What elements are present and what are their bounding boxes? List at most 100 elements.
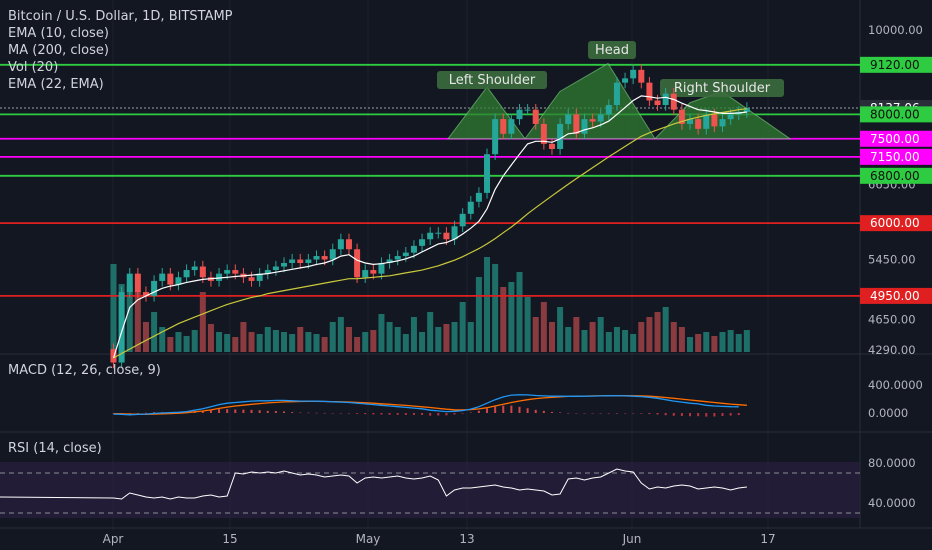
macd-histogram-bar [729,413,732,416]
macd-histogram-bar [364,413,367,415]
candle [727,114,734,120]
volume-bar [151,312,158,352]
macd-histogram-bar [705,413,708,417]
candle [711,114,718,127]
macd-histogram-bar [128,413,131,414]
candle [516,109,523,120]
macd-histogram-bar [250,409,253,413]
price-level-label: 7150.00 [870,150,920,164]
ma200-line [113,108,747,359]
macd-histogram-bar [283,411,286,413]
candle [232,270,239,274]
macd-line [113,394,739,416]
date-tick-label: 17 [760,532,775,546]
volume-bar [232,337,239,352]
volume-bar [134,292,141,352]
macd-histogram-bar [494,406,497,413]
indicator-ma200: MA (200, close) [8,43,109,58]
price-level-label-box [860,287,932,304]
candle [581,119,588,134]
volume-bar [216,332,223,352]
macd-histogram-bar [567,412,570,414]
macd-histogram-bar [599,413,602,414]
date-tick-label: Apr [103,532,124,546]
candle [321,256,328,260]
candle [670,93,677,110]
macd-histogram-bar [640,413,643,414]
candle [443,232,450,240]
candle [354,249,361,278]
volume-bar [240,322,247,352]
macd-histogram-bar [372,413,375,415]
volume-bar [695,334,702,352]
candle [110,349,117,363]
volume-bar [191,330,198,352]
rsi-line [0,468,747,500]
volume-bar [362,332,369,352]
indicator-ema10: EMA (10, close) [8,26,109,41]
macd-histogram-bar [591,413,594,414]
volume-bar [638,322,645,352]
volume-bar [321,337,328,352]
price-tick-label: 4290.00 [868,343,916,357]
volume-bar [451,322,458,352]
candle [646,82,653,101]
candle [524,109,531,111]
volume-bar [622,330,629,352]
macd-histogram-bar [632,413,635,414]
candle [467,201,474,214]
annotation-box [437,71,547,89]
volume-bar [548,322,555,352]
candle [557,123,564,149]
volume-bar [183,336,190,352]
macd-histogram-bar [575,413,578,414]
candle [622,78,629,83]
candle [687,119,694,124]
price-tick-label: 4650.00 [868,313,916,327]
macd-histogram-bar [486,408,489,413]
annotation-label: Left Shoulder [449,73,536,88]
indicator-ema22: EMA (22, EMA) [8,77,104,92]
candle [589,119,596,122]
volume-bar [719,332,726,352]
volume-bar [313,334,320,352]
macd-histogram-bar [518,406,521,413]
price-level-label: 8000.00 [870,107,920,121]
candle [532,109,539,124]
macd-histogram-bar [559,412,562,413]
volume-bar [297,327,304,352]
annotation-label: Right Shoulder [674,81,771,96]
macd-histogram-bar [112,413,115,414]
volume-bar [402,334,409,352]
volume-bar [175,332,182,352]
volume-bar [727,330,734,352]
volume-bar [159,327,166,352]
volume-bar [142,322,149,352]
macd-histogram-bar [144,412,147,414]
candle [264,270,271,274]
indicator-volume: Vol (20) [8,60,59,75]
price-tick-label: 10000.00 [868,23,923,37]
candle [394,256,401,260]
date-tick-label: Jun [622,532,642,546]
macd-histogram-bar [380,413,383,415]
macd-histogram-bar [429,413,432,416]
volume-bar [557,307,564,352]
volume-bar [581,330,588,352]
volume-bar [264,327,271,352]
volume-bar [735,334,742,352]
candle [500,119,507,134]
macd-tick-label: 400.0000 [868,378,923,392]
macd-histogram-bar [396,413,399,415]
candle [419,239,426,246]
candle [695,119,702,129]
candle [743,107,750,113]
macd-histogram-bar [356,413,359,414]
macd-histogram-bar [697,413,700,417]
price-level-label-box [860,215,932,232]
volume-bar [459,302,466,352]
ema10-line [112,95,747,359]
macd-histogram-bar [315,412,318,414]
macd-histogram-bar [477,410,480,413]
